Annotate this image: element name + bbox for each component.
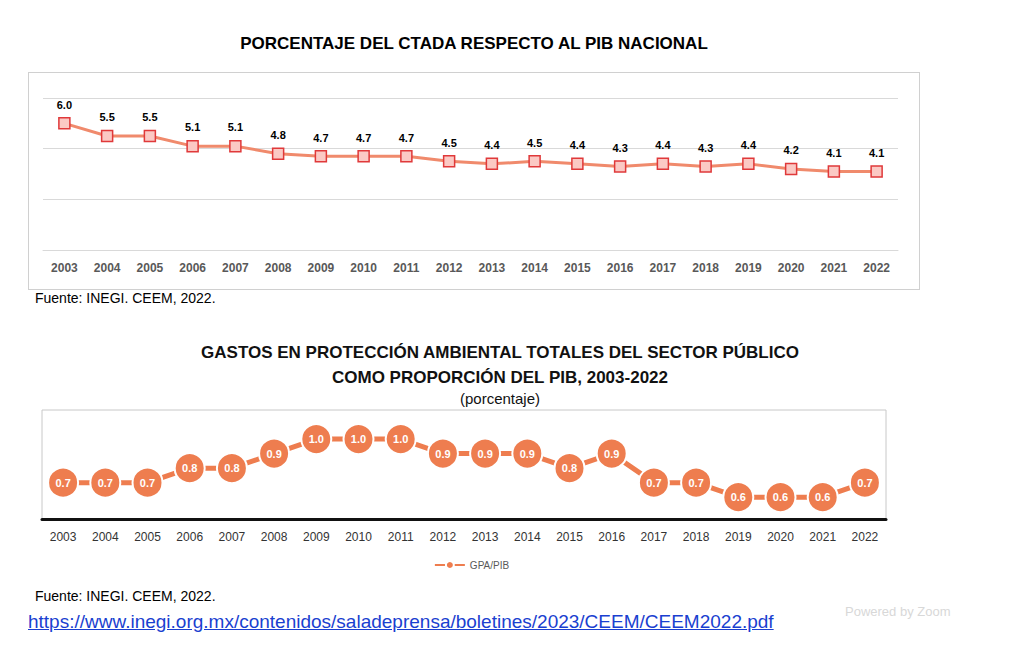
svg-text:6.0: 6.0 (57, 99, 72, 111)
svg-text:4.4: 4.4 (741, 139, 757, 151)
svg-text:2007: 2007 (219, 530, 246, 544)
svg-text:4.1: 4.1 (826, 147, 841, 159)
svg-text:2019: 2019 (735, 261, 762, 275)
svg-text:0.7: 0.7 (646, 477, 661, 489)
svg-text:0.9: 0.9 (520, 448, 535, 460)
svg-text:5.1: 5.1 (228, 121, 243, 133)
svg-text:2019: 2019 (725, 530, 752, 544)
svg-text:2003: 2003 (51, 261, 78, 275)
svg-text:0.6: 0.6 (731, 491, 746, 503)
svg-text:2008: 2008 (261, 530, 288, 544)
html-text:Fuente: INEGI. CEEM, 2022.: Fuente: INEGI. CEEM, 2022. (35, 588, 216, 604)
svg-text:0.8: 0.8 (182, 462, 197, 474)
svg-text:2015: 2015 (564, 261, 591, 275)
svg-text:2012: 2012 (430, 530, 457, 544)
svg-text:0.7: 0.7 (140, 477, 155, 489)
svg-text:0.7: 0.7 (55, 477, 70, 489)
html-text:PORCENTAJE DEL CTADA RESPECTO: PORCENTAJE DEL CTADA RESPECTO AL PIB NAC… (240, 34, 708, 53)
svg-text:2007: 2007 (222, 261, 249, 275)
svg-text:4.2: 4.2 (783, 144, 798, 156)
html-text:https://www.inegi.org.mx/conte: https://www.inegi.org.mx/contenidos/sala… (28, 611, 774, 632)
svg-text:2014: 2014 (514, 530, 541, 544)
svg-text:4.7: 4.7 (313, 132, 328, 144)
svg-text:2010: 2010 (350, 261, 377, 275)
svg-text:0.7: 0.7 (688, 477, 703, 489)
svg-text:0.8: 0.8 (562, 462, 577, 474)
svg-text:4.3: 4.3 (698, 142, 713, 154)
svg-text:2022: 2022 (852, 530, 879, 544)
svg-text:4.4: 4.4 (655, 139, 671, 151)
svg-text:2022: 2022 (863, 261, 890, 275)
svg-text:4.4: 4.4 (570, 139, 586, 151)
svg-text:0.6: 0.6 (815, 491, 830, 503)
svg-text:4.5: 4.5 (441, 137, 456, 149)
svg-text:0.6: 0.6 (773, 491, 788, 503)
svg-text:2011: 2011 (388, 530, 414, 544)
svg-text:2020: 2020 (778, 261, 805, 275)
svg-text:2015: 2015 (556, 530, 583, 544)
svg-text:2011: 2011 (393, 261, 419, 275)
svg-text:0.7: 0.7 (857, 477, 872, 489)
svg-text:2009: 2009 (303, 530, 330, 544)
svg-text:4.1: 4.1 (869, 147, 884, 159)
svg-text:2013: 2013 (472, 530, 499, 544)
svg-text:4.5: 4.5 (527, 137, 542, 149)
svg-text:2010: 2010 (345, 530, 372, 544)
svg-text:2004: 2004 (92, 530, 119, 544)
html-text:Powered by Zoom: Powered by Zoom (845, 604, 951, 619)
svg-text:2018: 2018 (683, 530, 710, 544)
svg-text:5.5: 5.5 (142, 111, 157, 123)
svg-text:5.1: 5.1 (185, 121, 200, 133)
svg-text:4.7: 4.7 (356, 132, 371, 144)
svg-text:1.0: 1.0 (309, 433, 324, 445)
svg-text:2021: 2021 (809, 530, 836, 544)
svg-text:0.8: 0.8 (224, 462, 239, 474)
svg-text:2021: 2021 (821, 261, 848, 275)
svg-text:2004: 2004 (94, 261, 121, 275)
svg-text:0.9: 0.9 (435, 448, 450, 460)
svg-text:2012: 2012 (436, 261, 463, 275)
svg-text:0.7: 0.7 (98, 477, 113, 489)
svg-text:2008: 2008 (265, 261, 292, 275)
svg-text:2016: 2016 (607, 261, 634, 275)
svg-text:4.8: 4.8 (270, 129, 285, 141)
svg-text:GPA/PIB: GPA/PIB (470, 560, 510, 571)
svg-text:2020: 2020 (767, 530, 794, 544)
svg-text:2006: 2006 (179, 261, 206, 275)
svg-text:0.9: 0.9 (266, 448, 281, 460)
svg-text:2005: 2005 (134, 530, 161, 544)
svg-text:4.3: 4.3 (612, 142, 627, 154)
svg-text:2006: 2006 (176, 530, 203, 544)
svg-text:5.5: 5.5 (99, 111, 114, 123)
svg-text:2003: 2003 (50, 530, 77, 544)
svg-text:2016: 2016 (598, 530, 625, 544)
svg-text:2013: 2013 (479, 261, 506, 275)
svg-text:2017: 2017 (650, 261, 677, 275)
svg-text:4.4: 4.4 (484, 139, 500, 151)
svg-text:2018: 2018 (692, 261, 719, 275)
svg-text:2017: 2017 (641, 530, 668, 544)
html-text:(porcentaje): (porcentaje) (460, 390, 540, 407)
svg-text:0.9: 0.9 (604, 448, 619, 460)
html-text:GASTOS EN PROTECCIÓN AMBIENTAL: GASTOS EN PROTECCIÓN AMBIENTAL TOTALES D… (201, 343, 799, 387)
html-text:Fuente: INEGI. CEEM, 2022.: Fuente: INEGI. CEEM, 2022. (35, 290, 216, 306)
svg-text:1.0: 1.0 (393, 433, 408, 445)
svg-text:0.9: 0.9 (477, 448, 492, 460)
svg-text:2014: 2014 (521, 261, 548, 275)
svg-text:2005: 2005 (137, 261, 164, 275)
svg-text:1.0: 1.0 (351, 433, 366, 445)
svg-text:2009: 2009 (308, 261, 335, 275)
svg-text:4.7: 4.7 (399, 132, 414, 144)
